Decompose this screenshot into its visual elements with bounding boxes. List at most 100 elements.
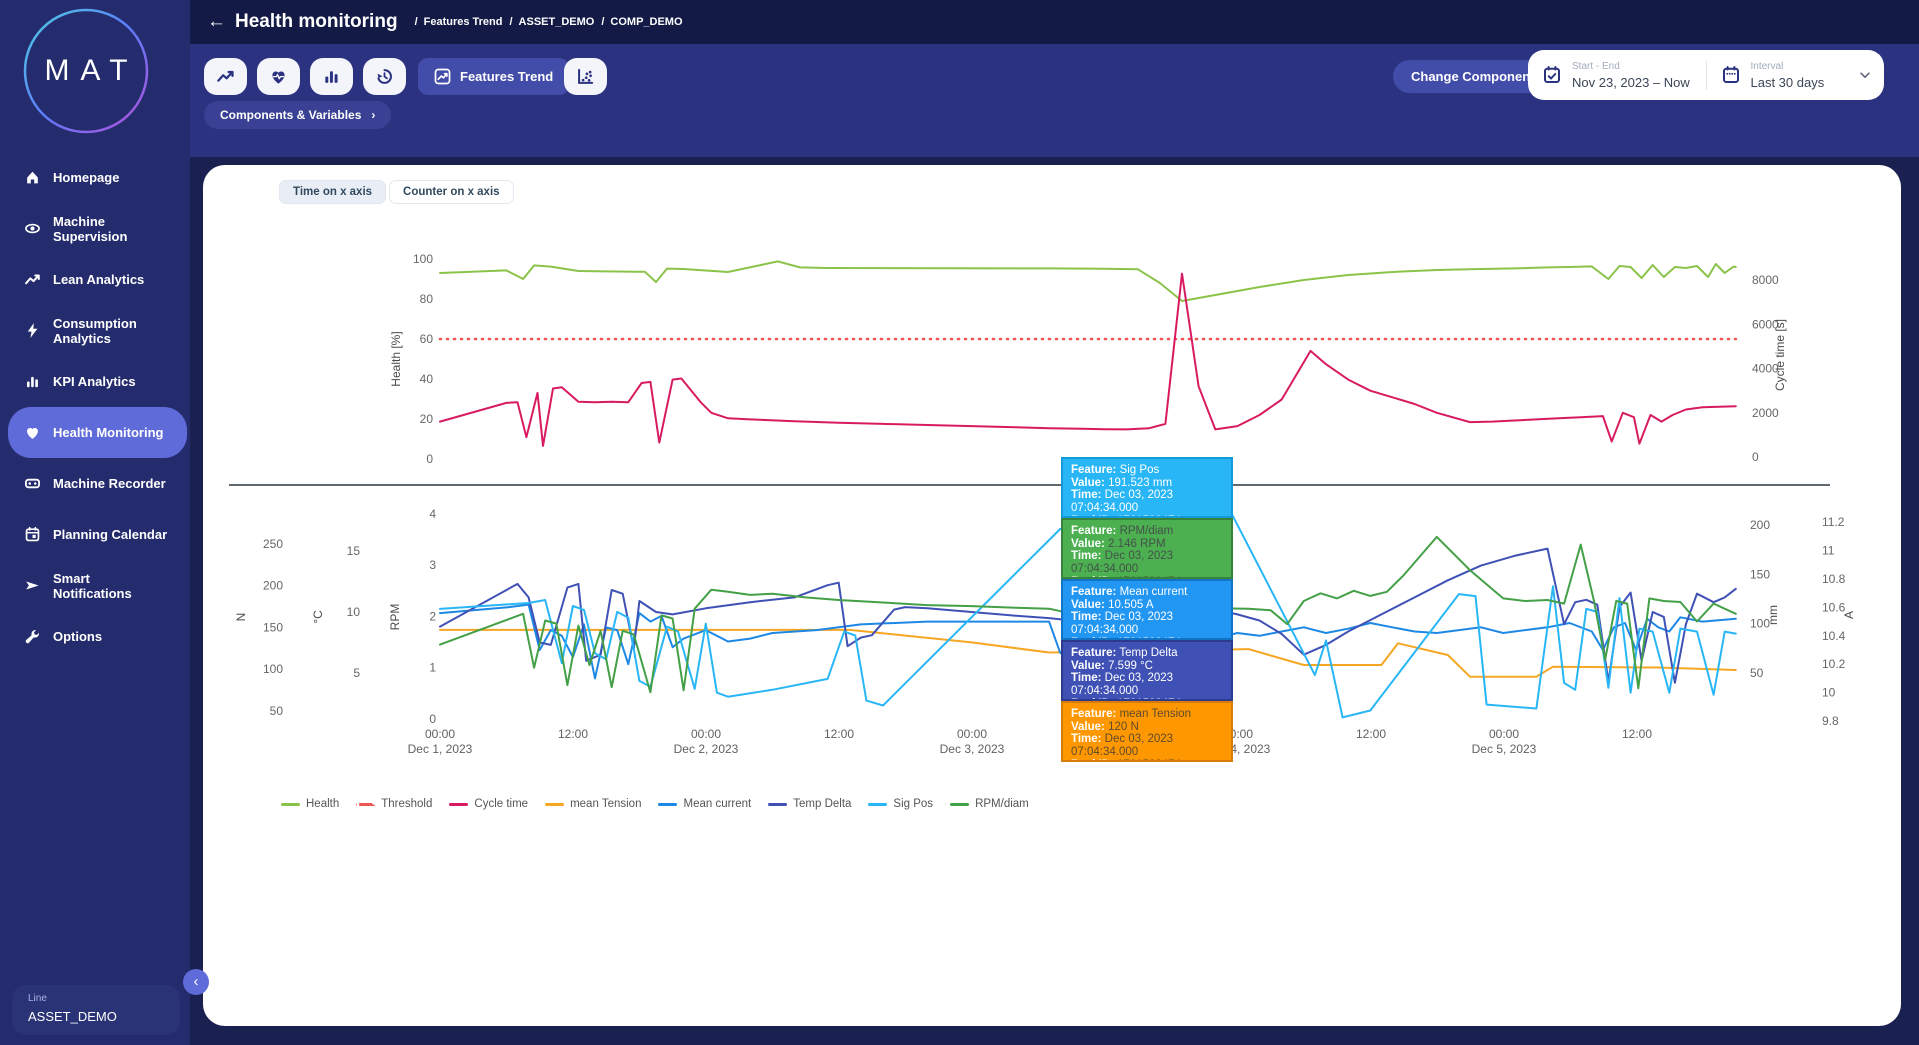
change-component-button[interactable]: Change Component: [1393, 60, 1553, 93]
sidebar-item-kpi-analytics[interactable]: KPI Analytics: [8, 356, 187, 407]
calendar-check-icon: [1542, 65, 1562, 85]
legend-item-temp-delta[interactable]: Temp Delta: [768, 798, 851, 810]
x-tick-date: Dec 1, 2023: [408, 742, 473, 756]
axis-tick-health: 100: [413, 252, 433, 266]
sidebar-item-label: Health Monitoring: [53, 425, 164, 440]
x-tick-time: 12:00: [824, 727, 854, 741]
breadcrumb-item[interactable]: / COMP_DEMO: [601, 16, 683, 28]
legend-item-rpm-diam[interactable]: RPM/diam: [950, 798, 1029, 810]
legend-swatch: [449, 802, 469, 806]
legend-swatch: [281, 802, 300, 806]
eye-icon: [24, 220, 41, 237]
breadcrumb-separator: /: [509, 16, 513, 28]
legend-label: Threshold: [381, 798, 433, 810]
legend-label: Sig Pos: [893, 798, 934, 810]
history-chart-button[interactable]: [363, 58, 406, 95]
axis-tick-A: 10.4: [1822, 629, 1846, 643]
calendar-icon: [1721, 65, 1741, 85]
axis-tick-health: 40: [420, 372, 434, 386]
sidebar-item-options[interactable]: Options: [8, 611, 187, 662]
legend-swatch: [356, 802, 376, 806]
sidebar-item-smart-notifications[interactable]: Smart Notifications: [8, 560, 187, 611]
legend-item-mean-current[interactable]: Mean current: [658, 798, 751, 810]
axis-title-RPM: RPM: [388, 604, 402, 631]
history-icon: [375, 67, 394, 86]
axis-tick-N: 250: [263, 537, 283, 551]
logo-text: MAT: [44, 54, 139, 87]
axis-tick-A: 9.8: [1822, 714, 1839, 728]
x-tick-time: 00:00: [1489, 727, 1519, 741]
back-button[interactable]: ←: [207, 11, 226, 32]
scatter-chart-button[interactable]: [564, 58, 607, 95]
breadcrumb-item[interactable]: / Features Trend: [414, 16, 503, 28]
sidebar-item-consumption-analytics[interactable]: Consumption Analytics: [8, 305, 187, 356]
axis-tick-health: 80: [420, 292, 434, 306]
legend-swatch: [950, 802, 970, 806]
legend-label: Health: [306, 798, 340, 810]
breadcrumb-item[interactable]: / ASSET_DEMO: [509, 16, 595, 28]
chart-panel: Time on x axis Counter on x axis 100 80 60 4…: [203, 165, 1901, 1026]
axis-title-A: A: [1842, 611, 1856, 619]
sidebar-item-homepage[interactable]: Homepage: [8, 152, 187, 203]
bars-chart-button[interactable]: [310, 58, 353, 95]
bars-icon: [322, 67, 341, 86]
date-range-value: Nov 23, 2023 – Now: [1572, 74, 1690, 90]
sidebar-item-label: Smart Notifications: [53, 570, 132, 601]
legend-item-cycle-time[interactable]: Cycle time: [449, 798, 528, 810]
interval-select[interactable]: Interval Last 30 days: [1705, 60, 1885, 90]
line-selector-value: ASSET_DEMO: [28, 1009, 117, 1024]
wrench-icon: [24, 628, 41, 645]
legend-label: Mean current: [683, 798, 752, 810]
axis-tick-A: 11.2: [1822, 515, 1845, 529]
legend-item-sig-pos[interactable]: Sig Pos: [868, 798, 933, 810]
sidebar-item-machine-supervision[interactable]: Machine Supervision: [8, 203, 187, 254]
tooltip-rpm-diam: Feature: RPM/diam Value: 2.146 RPM Time: D…: [1061, 518, 1233, 579]
sidebar-item-health-monitoring[interactable]: Health Monitoring: [8, 407, 187, 458]
line-selector[interactable]: Line ASSET_DEMO: [12, 985, 180, 1035]
axis-tick-mm: 50: [1750, 666, 1764, 680]
axis-tick-cycle: 6000: [1752, 317, 1779, 331]
tab-time-on-x-axis[interactable]: Time on x axis: [279, 180, 387, 204]
chart-line-icon: [434, 68, 451, 85]
x-tick-date: Dec 3, 2023: [940, 742, 1005, 756]
axis-tick-cycle: 8000: [1752, 273, 1779, 287]
components-variables-button[interactable]: Components & Variables ›: [204, 101, 392, 129]
legend-item-mean-tension[interactable]: mean Tension: [545, 798, 641, 810]
sidebar: MAT Homepage Machine Supervision Lean Anal…: [0, 0, 190, 1045]
legend-item-health[interactable]: Health: [281, 798, 339, 810]
sidebar-collapse-button[interactable]: ‹: [183, 969, 209, 995]
sidebar-item-lean-analytics[interactable]: Lean Analytics: [8, 254, 187, 305]
date-range-picker[interactable]: Start - End Nov 23, 2023 – Now: [1528, 61, 1706, 90]
axis-tick-cycle: 0: [1752, 450, 1759, 464]
app-logo: MAT: [22, 7, 150, 135]
heart-icon: [269, 67, 288, 86]
toolbar: Features Trend Components & Variables › …: [190, 44, 1919, 157]
axis-tick-A: 10.8: [1822, 572, 1846, 586]
page-title: Health monitoring: [235, 11, 398, 32]
scatter-icon: [576, 67, 595, 86]
axis-tick-cycle: 4000: [1752, 362, 1779, 376]
x-tick-date: Dec 2, 2023: [674, 742, 739, 756]
features-trend-button[interactable]: Features Trend: [418, 58, 570, 95]
axis-tick-degC: 5: [353, 666, 360, 680]
sidebar-item-planning-calendar[interactable]: Planning Calendar: [8, 509, 187, 560]
sidebar-item-label: Machine Recorder: [53, 476, 166, 491]
x-tick-time: 00:00: [425, 727, 455, 741]
trend-chart-button[interactable]: [204, 58, 247, 95]
legend-item-threshold[interactable]: Threshold: [356, 798, 432, 810]
sidebar-item-label: Machine Supervision: [53, 213, 128, 244]
tab-counter-on-x-axis[interactable]: Counter on x axis: [389, 180, 514, 204]
bars-icon: [24, 373, 41, 390]
axis-tick-N: 200: [263, 579, 283, 593]
breadcrumb-separator: /: [601, 16, 605, 28]
heart-chart-button[interactable]: [257, 58, 300, 95]
interval-label: Interval: [1750, 60, 1784, 72]
tooltip-mean-tension: Feature: mean Tension Value: 120 N Time: D…: [1061, 701, 1233, 762]
legend-label: Cycle time: [474, 798, 529, 810]
legend-label: RPM/diam: [975, 798, 1029, 810]
x-tick-time: 00:00: [957, 727, 987, 741]
sidebar-item-machine-recorder[interactable]: Machine Recorder: [8, 458, 187, 509]
axis-tick-A: 10.2: [1822, 657, 1846, 671]
legend-swatch: [868, 802, 888, 806]
heart-icon: [24, 424, 41, 441]
